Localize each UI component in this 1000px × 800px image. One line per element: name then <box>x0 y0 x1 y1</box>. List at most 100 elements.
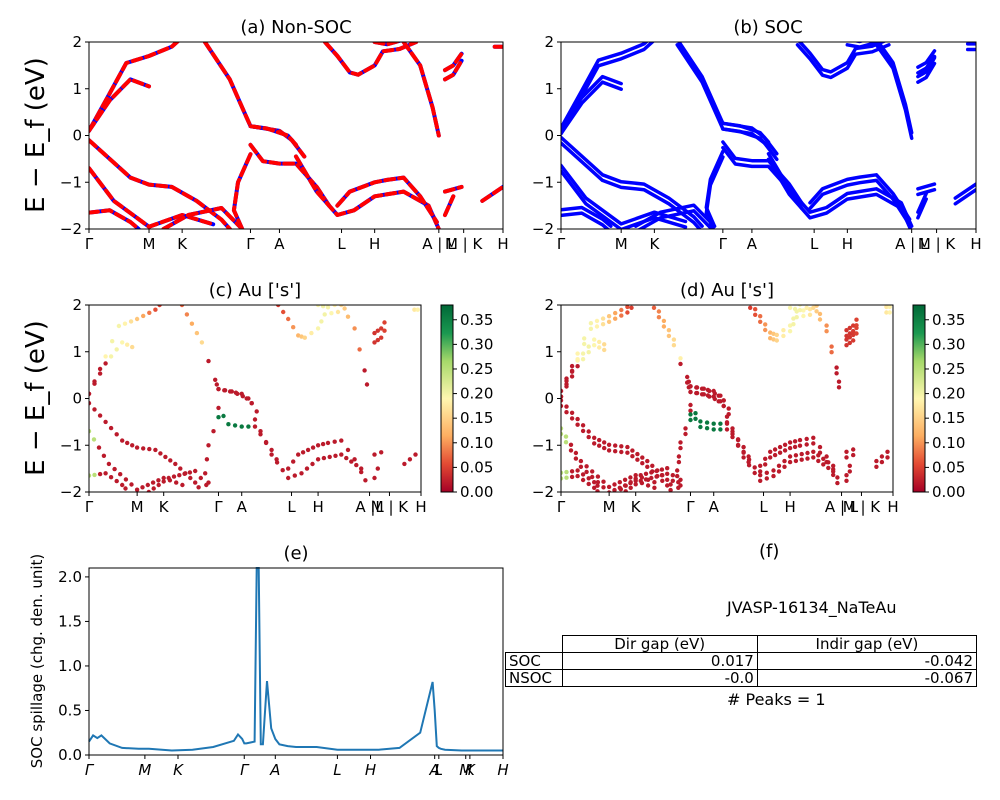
projection-dot <box>668 487 673 492</box>
projection-dot <box>597 437 602 443</box>
band-line-nsoc <box>89 208 141 229</box>
projection-dot <box>216 386 221 392</box>
x-tick-label: M | K <box>843 498 882 516</box>
projection-dot <box>187 470 193 475</box>
projection-dot <box>618 487 623 492</box>
projection-dot <box>588 321 594 326</box>
band-line <box>721 121 771 144</box>
colorbar-tick-label: 0.15 <box>460 409 493 427</box>
projection-dot <box>299 334 304 339</box>
projection-dot <box>276 305 281 308</box>
projection-dot <box>793 458 799 464</box>
projection-dot <box>799 457 804 462</box>
projection-dot <box>633 473 638 478</box>
x-tick-label: M <box>143 235 156 253</box>
projection-dot <box>372 330 377 336</box>
projection-dot <box>108 354 114 359</box>
projection-dot <box>588 326 594 331</box>
projection-dot <box>851 323 856 328</box>
colorbar-tick-label: 0.00 <box>460 483 493 501</box>
projection-dot <box>239 424 244 429</box>
projection-dot <box>834 365 839 370</box>
projection-dot <box>325 440 331 446</box>
projection-dot <box>122 321 128 326</box>
projection-dot <box>320 305 326 309</box>
projection-dot <box>561 426 564 431</box>
projection-dot <box>569 368 575 373</box>
projection-dot <box>661 318 667 324</box>
band-line-nsoc <box>248 142 332 208</box>
projection-dot <box>327 454 332 460</box>
projection-dot <box>151 486 156 491</box>
x-tick-label: H <box>887 498 898 516</box>
projection-dot <box>772 452 778 458</box>
band-line-soc <box>89 77 151 133</box>
projection-dot <box>597 345 602 350</box>
projection-dot <box>805 456 810 461</box>
projection-dot <box>811 435 816 440</box>
projection-dot <box>629 305 634 310</box>
projection-dot <box>824 454 829 459</box>
band-line-soc <box>248 142 332 208</box>
plot-area <box>561 42 976 229</box>
projection-dot <box>771 468 776 473</box>
projection-dot <box>847 340 852 346</box>
indir-gap-value: -0.042 <box>756 652 978 670</box>
projection-dot <box>194 330 200 336</box>
band-line <box>845 42 879 49</box>
projection-dot <box>623 483 628 488</box>
projection-dot <box>352 457 357 462</box>
projection-dot <box>701 392 706 397</box>
projection-dot <box>619 493 623 497</box>
projection-dot <box>678 356 683 361</box>
projection-dot <box>612 487 617 492</box>
projection-dot <box>794 315 799 320</box>
projection-dot <box>345 447 351 453</box>
projection-dot <box>382 320 387 325</box>
projection-dot <box>887 305 892 310</box>
projection-dot <box>824 329 829 334</box>
projection-dot <box>602 347 607 353</box>
projection-dot <box>573 450 579 456</box>
projection-dot <box>141 313 146 319</box>
panel-c-colorbar: 0.35 0.30 0.25 0.20 0.15 0.10 0.05 0.00 <box>440 304 493 501</box>
projection-dot <box>805 300 809 304</box>
projection-dot <box>782 464 787 469</box>
projection-dot <box>561 470 564 475</box>
projection-dot <box>564 410 569 415</box>
projection-dot <box>575 468 580 473</box>
projection-dot <box>685 374 690 380</box>
projection-dot <box>281 309 286 315</box>
projection-dot <box>685 380 690 385</box>
projection-dot <box>379 335 384 340</box>
projection-dot <box>286 466 291 471</box>
projection-dot <box>847 463 852 468</box>
projection-dot <box>575 473 580 479</box>
projection-dot <box>824 459 829 465</box>
projection-dot <box>793 453 799 458</box>
y-tick-label: 1.5 <box>58 612 82 630</box>
projection-dot <box>564 469 569 475</box>
projection-dot <box>804 305 809 310</box>
projection-dot <box>586 344 591 349</box>
indir-gap-header: Indir gap (eV) <box>756 635 978 653</box>
projection-dot <box>831 472 836 478</box>
projection-dot <box>835 475 840 480</box>
projection-dot <box>214 382 219 387</box>
x-tick-label: A <box>747 235 758 253</box>
projection-dot <box>415 307 420 312</box>
x-tick-label: A <box>709 498 720 516</box>
projection-dot <box>310 445 316 450</box>
projection-dot <box>693 416 698 421</box>
x-tick-label: M <box>138 761 151 779</box>
projection-dot <box>249 401 254 406</box>
projection-dot <box>776 463 782 468</box>
projection-dot <box>120 438 125 443</box>
projection-dot <box>764 476 769 481</box>
projection-dot <box>851 452 856 458</box>
projection-dot <box>89 391 92 396</box>
projection-dot <box>874 464 879 469</box>
projection-dot <box>787 323 793 328</box>
projection-dot <box>844 343 849 348</box>
